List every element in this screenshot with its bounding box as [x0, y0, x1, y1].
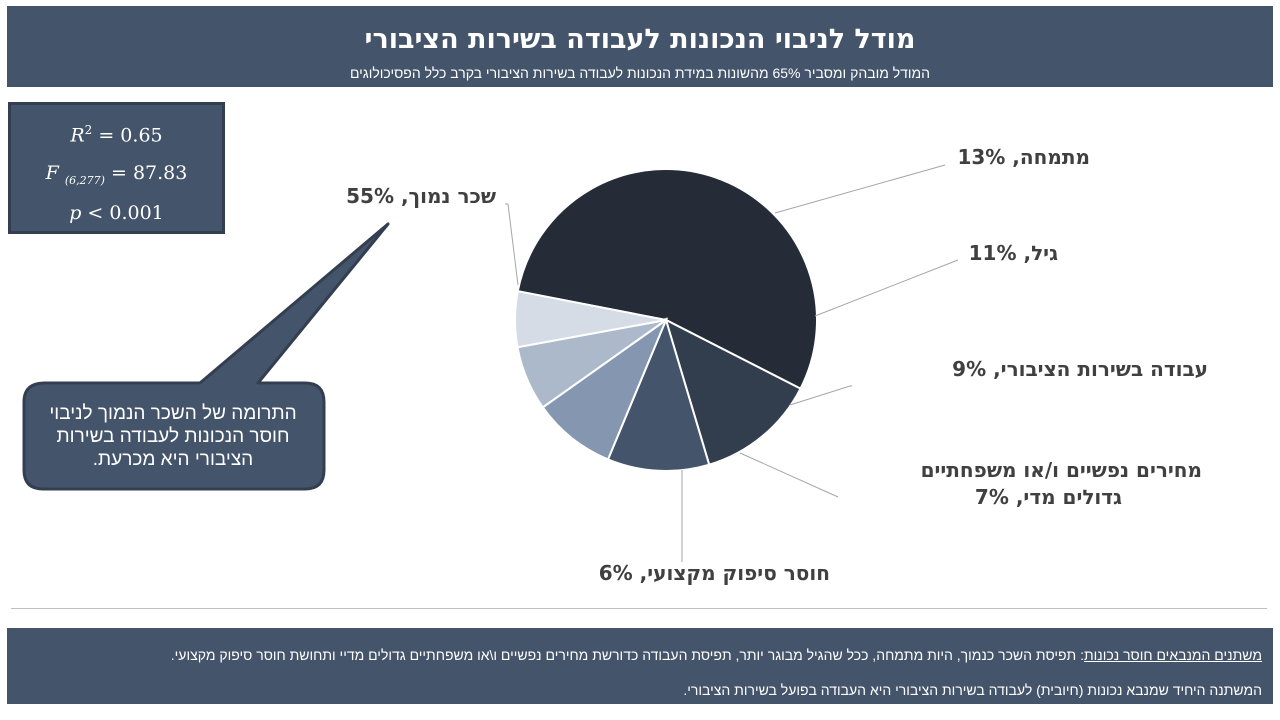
slice-labels: שכר נמוך, 55% מתמחה, 13% גיל, 11% עבודה בשי… — [346, 145, 1208, 585]
p-symbol: p — [69, 202, 82, 224]
f-stat: F (6,277) = 87.83 — [11, 162, 222, 187]
callout-bubble — [22, 222, 390, 491]
header-banner: מודל לניבוי הנכונות לעבודה בשירות הציבור… — [7, 6, 1273, 87]
leader-line — [774, 164, 946, 214]
pie-slice — [514, 290, 667, 349]
model-stats-box: R2 = 0.65 F (6,277) = 87.83 p < 0.001 — [8, 102, 225, 234]
pie-slice — [541, 317, 669, 461]
leader-line — [789, 385, 852, 406]
f-value: = 87.83 — [104, 162, 188, 184]
r-squared-stat: R2 = 0.65 — [11, 123, 222, 146]
callout-text: התרומה של השכר הנמוך לניבוי חוסר הנכונות… — [49, 403, 297, 470]
divider-line — [11, 608, 1267, 609]
slice-label: שכר נמוך, 55% — [346, 184, 496, 208]
p-value-stat: p < 0.001 — [11, 202, 222, 224]
r-squared-value: = 0.65 — [92, 124, 163, 147]
slice-label: חוסר סיפוק מקצועי, 6% — [599, 561, 830, 585]
leader-line — [814, 259, 959, 317]
footer-line-1: משתנים המנבאים חוסר נכונות: תפיסת השכר כ… — [171, 647, 1262, 663]
pie-slice — [606, 317, 711, 472]
slice-label: גדולים מדי, 7% — [975, 485, 1122, 509]
slice-label: גיל, 11% — [969, 241, 1058, 265]
footer-banner: משתנים המנבאים חוסר נכונות: תפיסת השכר כ… — [7, 628, 1273, 704]
pie-slice — [516, 168, 818, 390]
page-title: מודל לניבוי הנכונות לעבודה בשירות הציבור… — [364, 24, 916, 55]
leader-line — [505, 203, 519, 286]
footer-line-2: המשתנה היחיד שמנבא נכונות (חיובית) לעבוד… — [683, 682, 1262, 698]
r-squared-exponent: 2 — [84, 123, 93, 137]
leader-line — [739, 452, 839, 498]
slice-label: מתמחה, 13% — [957, 145, 1090, 169]
f-degrees-of-freedom: (6,277) — [64, 173, 105, 187]
r-squared-symbol: R — [70, 124, 85, 147]
footer-predictors-text: : תפיסת השכר כנמוך, היות מתמחה, ככל שהגי… — [170, 647, 1084, 663]
page-subtitle: המודל מובהק ומסביר 65% מהשונות במידת הנכ… — [349, 65, 931, 81]
leader-lines — [505, 164, 959, 562]
pie-slices — [514, 168, 818, 472]
pie-slice — [664, 318, 802, 466]
slice-label: עבודה בשירות הציבורי, 9% — [952, 357, 1208, 381]
f-symbol: F — [45, 162, 59, 184]
slice-label: מחירים נפשיים ו/או משפחתיים — [921, 458, 1202, 482]
footer-predictors-heading: משתנים המנבאים חוסר נכונות — [1083, 647, 1262, 663]
p-value: < 0.001 — [81, 202, 164, 224]
